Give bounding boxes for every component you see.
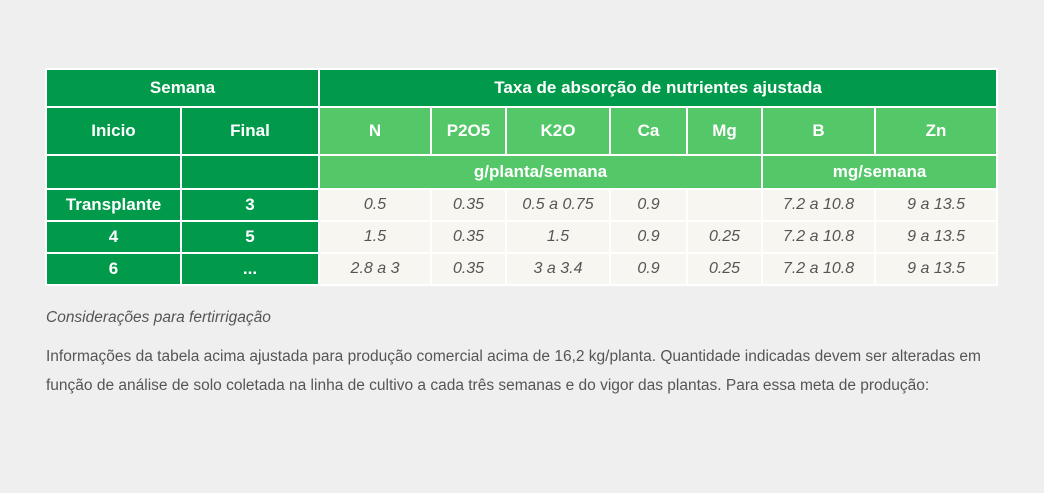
description-paragraph: Informações da tabela acima ajustada par… <box>46 348 981 394</box>
value-zn: 9 a 13.5 <box>874 252 999 286</box>
table-row: Transplante 3 0.5 0.35 0.5 a 0.75 0.9 7.… <box>45 188 999 222</box>
value-ca: 0.9 <box>609 252 689 286</box>
value-mg: 0.25 <box>686 220 764 254</box>
value-k2o: 3 a 3.4 <box>505 252 612 286</box>
header-zn: Zn <box>874 106 999 156</box>
value-p2o5: 0.35 <box>430 220 508 254</box>
header-ca: Ca <box>609 106 689 156</box>
value-ca: 0.9 <box>609 220 689 254</box>
unit-mg-semana: mg/semana <box>761 154 999 190</box>
row-final: ... <box>179 252 321 286</box>
row-final: 5 <box>179 220 321 254</box>
header-k2o: K2O <box>505 106 612 156</box>
value-ca: 0.9 <box>609 188 689 222</box>
header-n: N <box>318 106 433 156</box>
row-inicio: 6 <box>45 252 182 286</box>
value-k2o: 0.5 a 0.75 <box>505 188 612 222</box>
value-n: 2.8 a 3 <box>318 252 433 286</box>
value-n: 1.5 <box>318 220 433 254</box>
value-zn: 9 a 13.5 <box>874 188 999 222</box>
row-inicio: 4 <box>45 220 182 254</box>
header-final: Final <box>179 106 321 156</box>
value-b: 7.2 a 10.8 <box>761 252 877 286</box>
value-mg: 0.25 <box>686 252 764 286</box>
value-n: 0.5 <box>318 188 433 222</box>
empty-header-cell <box>179 154 321 190</box>
table-row: 4 5 1.5 0.35 1.5 0.9 0.25 7.2 a 10.8 9 a… <box>45 220 999 254</box>
value-zn: 9 a 13.5 <box>874 220 999 254</box>
header-p2o5: P2O5 <box>430 106 508 156</box>
nutrient-table: Semana Taxa de absorção de nutrientes aj… <box>44 68 999 286</box>
unit-g-planta-semana: g/planta/semana <box>318 154 764 190</box>
caption: Considerações para fertirrigação <box>46 309 271 326</box>
header-b: B <box>761 106 877 156</box>
value-b: 7.2 a 10.8 <box>761 188 877 222</box>
empty-header-cell <box>45 154 182 190</box>
header-semana: Semana <box>44 68 321 108</box>
value-mg <box>686 188 764 222</box>
value-k2o: 1.5 <box>505 220 612 254</box>
header-inicio: Inicio <box>45 106 182 156</box>
header-taxa: Taxa de absorção de nutrientes ajustada <box>318 68 999 108</box>
value-p2o5: 0.35 <box>430 188 508 222</box>
header-row-1: Semana Taxa de absorção de nutrientes aj… <box>44 68 999 108</box>
header-row-units: g/planta/semana mg/semana <box>45 154 999 190</box>
header-row-2: Inicio Final N P2O5 K2O Ca Mg B Zn <box>45 106 999 156</box>
table-row: 6 ... 2.8 a 3 0.35 3 a 3.4 0.9 0.25 7.2 … <box>45 252 999 286</box>
header-mg: Mg <box>686 106 764 156</box>
value-b: 7.2 a 10.8 <box>761 220 877 254</box>
row-inicio: Transplante <box>45 188 182 222</box>
row-final: 3 <box>179 188 321 222</box>
value-p2o5: 0.35 <box>430 252 508 286</box>
